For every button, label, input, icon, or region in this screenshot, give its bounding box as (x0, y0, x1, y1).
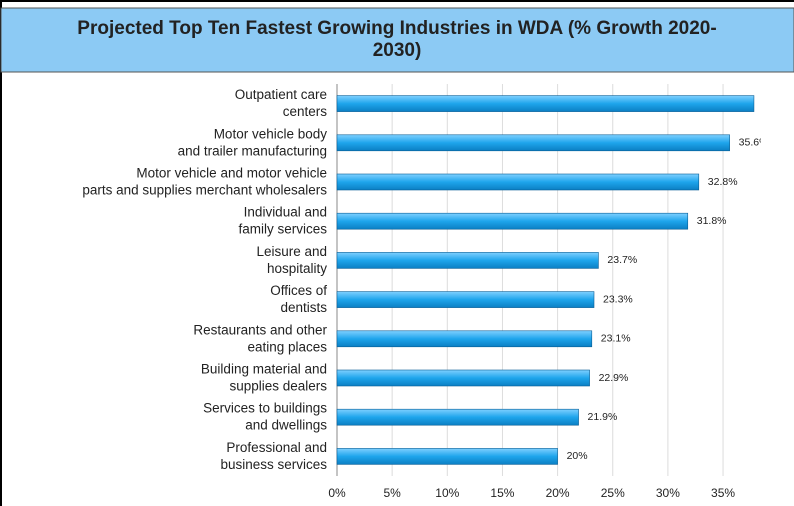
x-tick-label: 25% (601, 486, 625, 500)
bar (336, 448, 558, 465)
value-label: 32.8% (708, 176, 738, 188)
x-tick-label: 10% (435, 486, 459, 500)
plot: 37.8%35.6%32.8%31.8%23.7%23.3%23.1%22.9%… (336, 95, 769, 465)
x-tick-label: 30% (656, 486, 680, 500)
value-label: 23.7% (607, 254, 637, 266)
value-label: 22.9% (599, 372, 629, 384)
bar (336, 330, 593, 348)
y-tick-label: Outpatient care centers (235, 87, 328, 119)
bar (336, 134, 730, 152)
x-tick-label: 20% (546, 486, 570, 500)
y-tick-label: Leisure and hospitality (256, 243, 327, 275)
y-tick-label: Restaurants and other eating places (193, 322, 327, 354)
bar (336, 252, 599, 269)
value-label: 23.1% (601, 333, 631, 345)
y-tick-label: Motor vehicle body and trailer manufactur… (178, 126, 328, 158)
y-tick-label: Building material and supplies dealers (201, 361, 327, 393)
header (0, 7, 794, 73)
value-label: 23.3% (603, 293, 633, 305)
value-label: 21.9% (588, 411, 618, 423)
bar (336, 95, 755, 112)
bar (336, 173, 700, 191)
y-tick-label: Individual and family services (238, 204, 327, 236)
value-label: 35.6% (739, 137, 769, 149)
chart-title: Projected Top Ten Fastest Growing Indust… (77, 18, 716, 61)
value-label: 20% (567, 450, 588, 462)
y-tick-label: Services to buildings and dwellings (203, 400, 327, 432)
bar (336, 408, 579, 426)
x-tick-label: 15% (490, 486, 514, 500)
y-tick-label: Offices of dentists (270, 283, 327, 315)
y-tick-label: Professional and business services (220, 439, 327, 471)
y-tick-label: Motor vehicle and motor vehicle parts and… (82, 165, 327, 197)
x-tick-label: 35% (711, 486, 735, 500)
x-tick-label: 0% (328, 486, 346, 500)
bar (336, 212, 689, 230)
bar (336, 291, 595, 308)
value-label: 31.8% (697, 215, 727, 227)
x-tick-label: 5% (383, 486, 401, 500)
bar (336, 369, 590, 387)
